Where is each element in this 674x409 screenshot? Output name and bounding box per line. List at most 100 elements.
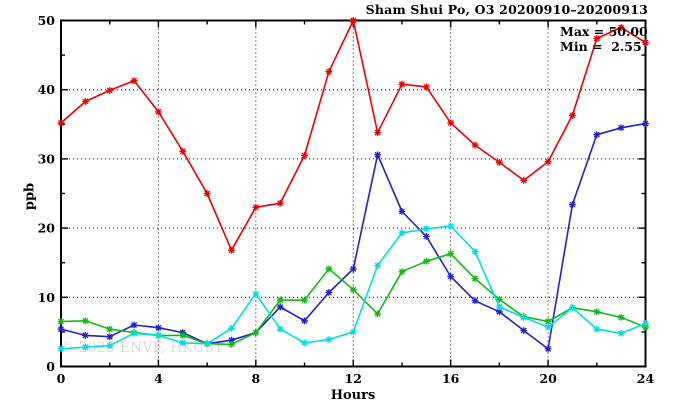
legend-min-label: Min = 2.55 (560, 38, 642, 54)
data-point-marker (81, 343, 89, 351)
data-point-marker (422, 83, 430, 91)
data-point-marker (520, 327, 528, 334)
data-point-marker (301, 317, 308, 325)
data-point-marker (349, 17, 357, 24)
data-point-marker (447, 273, 455, 280)
data-point-marker (374, 151, 382, 159)
data-point-marker (495, 303, 503, 311)
data-point-marker (569, 111, 576, 119)
data-point-marker (252, 290, 260, 298)
data-point-marker (374, 262, 382, 269)
data-point-marker (81, 317, 89, 325)
data-point-marker (301, 296, 308, 304)
data-point-marker (349, 286, 357, 294)
data-point-marker (106, 333, 114, 341)
data-point-marker (544, 318, 552, 325)
data-point-marker (398, 229, 406, 237)
data-point-marker (495, 295, 503, 303)
data-point-marker (276, 325, 284, 333)
data-point-marker (179, 339, 187, 347)
data-point-marker (422, 225, 430, 233)
data-point-marker (203, 190, 211, 197)
axis-ticks (60, 19, 647, 368)
data-point-marker (325, 265, 333, 273)
data-point-marker (544, 323, 552, 331)
x-tick-label: 4 (154, 371, 163, 386)
data-point-marker (398, 268, 406, 276)
data-point-marker (642, 320, 649, 327)
chart-title: Sham Shui Po, O3 20200910–20200913 (365, 2, 648, 17)
x-tick-label: 24 (637, 371, 655, 386)
data-point-marker (155, 324, 162, 332)
data-point-marker (325, 289, 333, 296)
data-point-marker (252, 203, 260, 211)
data-point-marker (447, 222, 455, 230)
tick-labels: 0 10 20 30 40 50 0 4 8 12 16 20 24 (38, 13, 655, 386)
data-point-marker (57, 325, 65, 333)
data-point-marker (57, 119, 65, 127)
data-point-marker (252, 329, 260, 336)
data-point-marker (398, 80, 406, 88)
data-point-marker (617, 329, 625, 337)
data-point-marker (228, 325, 235, 332)
data-point-marker (349, 265, 357, 273)
data-point-marker (228, 340, 235, 348)
data-point-marker (617, 124, 625, 132)
data-point-marker (520, 313, 528, 321)
data-point-marker (325, 68, 333, 76)
y-tick-label: 50 (38, 13, 56, 28)
y-tick-label: 30 (38, 151, 56, 166)
data-point-marker (155, 108, 162, 116)
data-point-marker (520, 176, 528, 184)
gridlines (61, 20, 646, 367)
y-tick-label: 20 (38, 221, 56, 236)
data-point-marker (374, 129, 382, 137)
data-point-marker (276, 296, 284, 304)
data-point-marker (228, 336, 235, 344)
data-point-marker (349, 328, 357, 336)
data-point-marker (130, 329, 138, 337)
data-point-marker (642, 39, 649, 47)
x-tick-label: 12 (345, 371, 362, 386)
data-point-marker (228, 246, 235, 254)
data-point-marker (57, 345, 65, 353)
data-point-marker (593, 325, 601, 333)
data-point-marker (617, 313, 625, 321)
data-point-marker (301, 152, 308, 159)
data-point-marker (569, 201, 576, 208)
data-point-marker (106, 86, 114, 94)
data-point-marker (179, 331, 187, 339)
y-tick-label: 0 (46, 359, 55, 374)
data-point-marker (422, 257, 430, 265)
data-point-marker (81, 331, 89, 339)
data-point-marker (593, 35, 601, 42)
legend: Max = 50.00 Min = 2.55 (560, 24, 648, 54)
series-line (60, 19, 646, 251)
data-point-marker (106, 342, 114, 350)
data-point-marker (276, 199, 284, 207)
x-tick-label: 0 (57, 371, 66, 386)
x-axis-label: Hours (330, 388, 376, 403)
data-point-marker (130, 77, 138, 85)
data-point-marker (203, 340, 211, 348)
data-point-marker (447, 119, 455, 127)
data-point-marker (57, 318, 65, 325)
data-point-marker (447, 250, 455, 258)
data-point-marker (471, 275, 479, 283)
x-tick-label: 16 (442, 371, 460, 386)
data-point-marker (471, 141, 479, 149)
data-point-marker (593, 308, 601, 316)
data-point-marker (617, 24, 625, 31)
data-point-marker (422, 233, 430, 240)
data-point-marker (301, 339, 308, 347)
data-point-marker (544, 158, 552, 166)
data-point-marker (569, 304, 576, 312)
data-point-marker (155, 331, 162, 339)
data-point-marker (130, 321, 138, 329)
data-point-marker (374, 310, 382, 318)
y-axis-label: ppb (22, 182, 38, 211)
legend-max-label: Max = 50.00 (560, 24, 648, 39)
x-tick-label: 20 (539, 371, 557, 386)
